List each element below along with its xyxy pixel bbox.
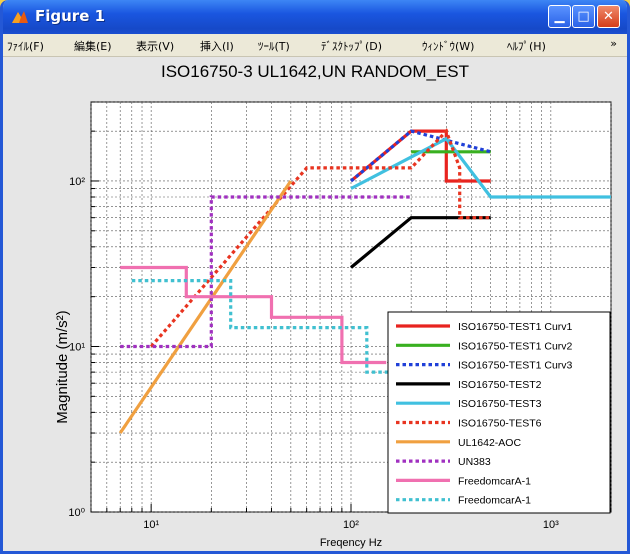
maximize-icon: □ xyxy=(577,9,589,24)
menu-insert[interactable]: 挿入(I) xyxy=(200,38,234,54)
chart-title: ISO16750-3 UL1642,UN RANDOM_EST xyxy=(161,62,469,81)
menu-file[interactable]: ﾌｧｲﾙ(F) xyxy=(7,38,44,54)
legend-label: ISO16750-TEST1 Curv3 xyxy=(458,360,573,372)
figure-canvas: ISO16750-3 UL1642,UN RANDOM_EST 10¹ 10² 10… xyxy=(3,57,627,554)
menu-tools[interactable]: ﾂｰﾙ(T) xyxy=(258,38,290,54)
menu-edit[interactable]: 編集(E) xyxy=(74,38,112,54)
matlab-icon xyxy=(11,8,29,26)
menu-window[interactable]: ｳｨﾝﾄﾞｳ(W) xyxy=(422,38,474,54)
y-tick-label: 10⁰ xyxy=(68,507,85,519)
menu-view[interactable]: 表示(V) xyxy=(136,38,174,54)
title-bar[interactable]: Figure 1 ▁ □ ✕ xyxy=(3,0,627,34)
legend-label: ISO16750-TEST1 Curv2 xyxy=(458,340,573,352)
legend-label: ISO16750-TEST2 xyxy=(458,379,542,391)
x-tick-label: 10² xyxy=(343,519,359,531)
maximize-button[interactable]: □ xyxy=(572,5,595,28)
window-title: Figure 1 xyxy=(35,7,105,25)
x-axis-label: Freqency Hz xyxy=(320,537,382,549)
menu-overflow-icon[interactable]: » xyxy=(610,37,617,50)
menu-help[interactable]: ﾍﾙﾌﾟ(H) xyxy=(507,38,546,54)
legend-label: ISO16750-TEST1 Curv1 xyxy=(458,321,573,333)
menu-desktop[interactable]: ﾃﾞｽｸﾄｯﾌﾟ(D) xyxy=(321,38,382,54)
y-tick-label: 10² xyxy=(69,176,85,188)
legend-label: ISO16750-TEST3 xyxy=(458,398,542,410)
x-tick-label: 10¹ xyxy=(143,519,159,531)
legend-label: FreedomcarA-1 xyxy=(458,495,531,507)
x-tick-label: 10³ xyxy=(543,519,559,531)
legend-label: ISO16750-TEST6 xyxy=(458,418,542,430)
menu-bar: ﾌｧｲﾙ(F) 編集(E) 表示(V) 挿入(I) ﾂｰﾙ(T) ﾃﾞｽｸﾄｯﾌ… xyxy=(3,34,627,57)
legend-label: FreedomcarA-1 xyxy=(458,475,531,487)
close-button[interactable]: ✕ xyxy=(597,5,620,28)
close-icon: ✕ xyxy=(603,9,614,24)
y-tick-label: 10¹ xyxy=(69,341,85,353)
y-axis-label: Magnitude (m/s²) xyxy=(54,310,71,423)
minimize-button[interactable]: ▁ xyxy=(548,5,571,28)
legend-label: UN383 xyxy=(458,456,491,468)
minimize-icon: ▁ xyxy=(555,9,565,24)
legend-label: UL1642-AOC xyxy=(458,437,521,449)
chart-svg: ISO16750-3 UL1642,UN RANDOM_EST 10¹ 10² 10… xyxy=(3,57,627,554)
legend: ISO16750-TEST1 Curv1 ISO16750-TEST1 Curv2… xyxy=(388,312,610,513)
